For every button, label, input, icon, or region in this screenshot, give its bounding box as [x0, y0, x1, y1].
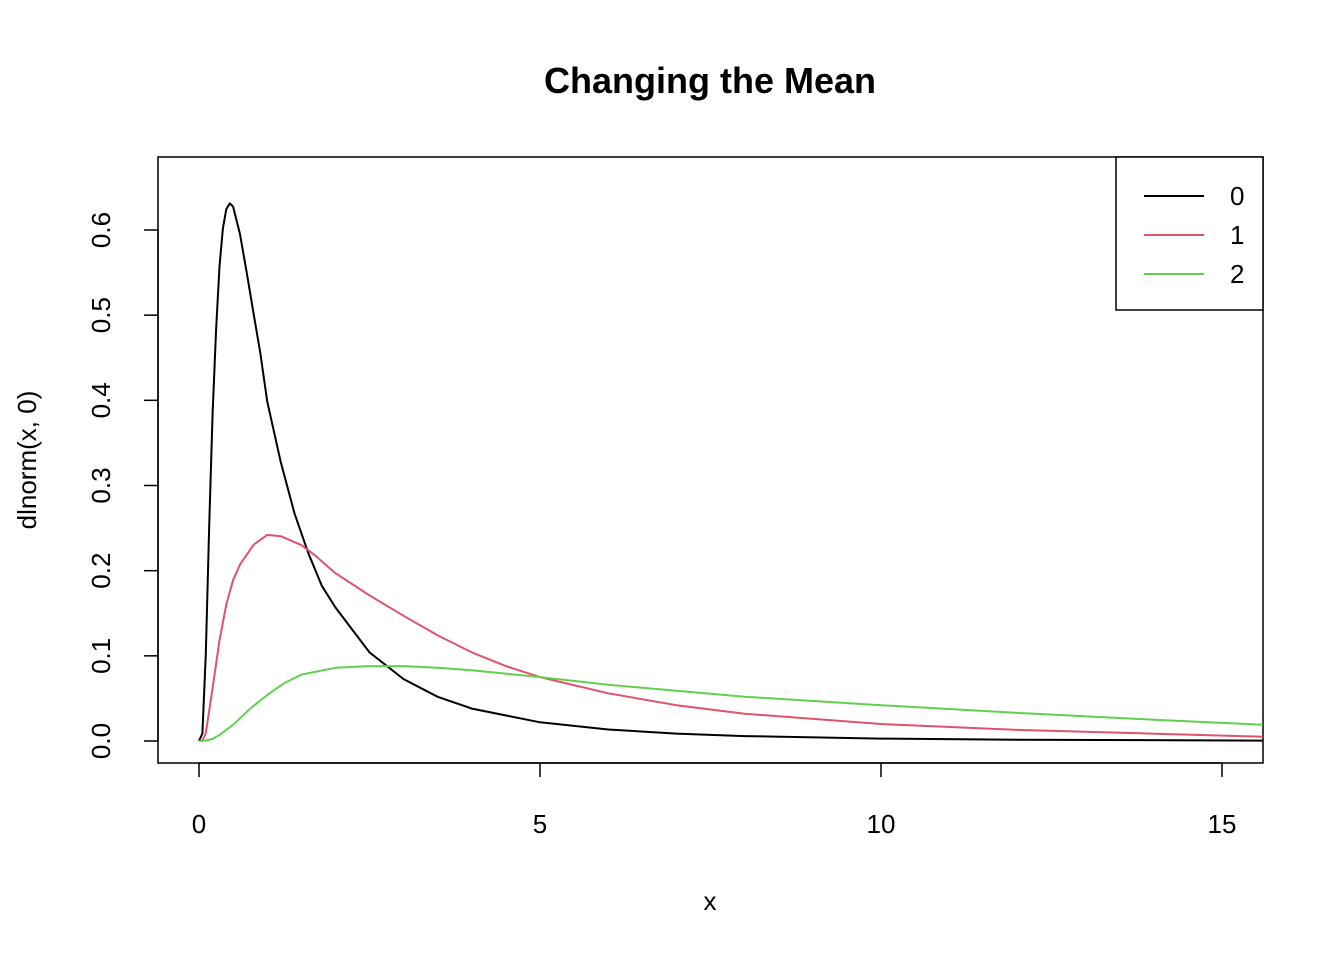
series-line-2	[198, 665, 1263, 742]
legend-label-1: 1	[1230, 220, 1244, 250]
chart-title: Changing the Mean	[544, 60, 876, 101]
y-tick-label: 0.1	[86, 638, 116, 674]
x-tick-label: 0	[192, 809, 206, 839]
x-tick-label: 10	[867, 809, 896, 839]
legend: 0 1 2	[1115, 156, 1264, 311]
series-line-1	[198, 533, 1263, 742]
x-axis-label: x	[704, 886, 717, 916]
y-axis-ticks: 0.0 0.1 0.2 0.3 0.4 0.5 0.6	[86, 212, 158, 759]
y-tick-label: 0.5	[86, 297, 116, 333]
legend-label-0: 0	[1230, 181, 1244, 211]
y-tick-label: 0.4	[86, 382, 116, 418]
plot-frame	[157, 156, 1264, 764]
x-tick-label: 15	[1208, 809, 1237, 839]
y-tick-label: 0.2	[86, 553, 116, 589]
series-layer	[198, 202, 1263, 742]
y-tick-label: 0.3	[86, 467, 116, 503]
x-tick-label: 5	[533, 809, 547, 839]
y-axis-label: dlnorm(x, 0)	[12, 391, 42, 530]
y-tick-label: 0.6	[86, 212, 116, 248]
x-axis-ticks: 0 5 10 15	[192, 763, 1237, 839]
legend-box	[1115, 156, 1264, 311]
series-line-0	[198, 202, 1263, 742]
legend-label-2: 2	[1230, 259, 1244, 289]
y-tick-label: 0.0	[86, 723, 116, 759]
